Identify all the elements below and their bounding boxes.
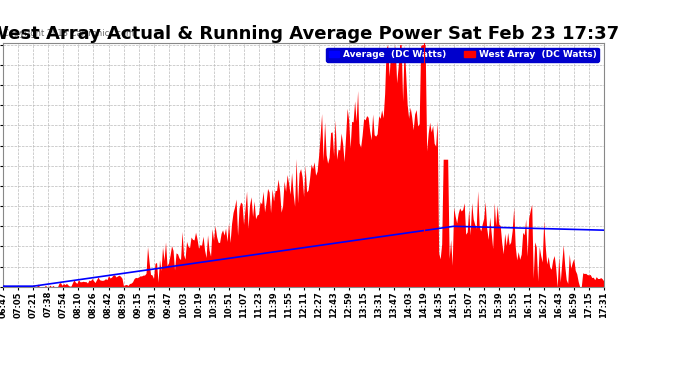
Legend: Average  (DC Watts), West Array  (DC Watts): Average (DC Watts), West Array (DC Watts… xyxy=(326,48,599,62)
Text: Copyright 2013 Cartronics.com: Copyright 2013 Cartronics.com xyxy=(3,29,135,38)
Title: West Array Actual & Running Average Power Sat Feb 23 17:37: West Array Actual & Running Average Powe… xyxy=(0,25,619,43)
